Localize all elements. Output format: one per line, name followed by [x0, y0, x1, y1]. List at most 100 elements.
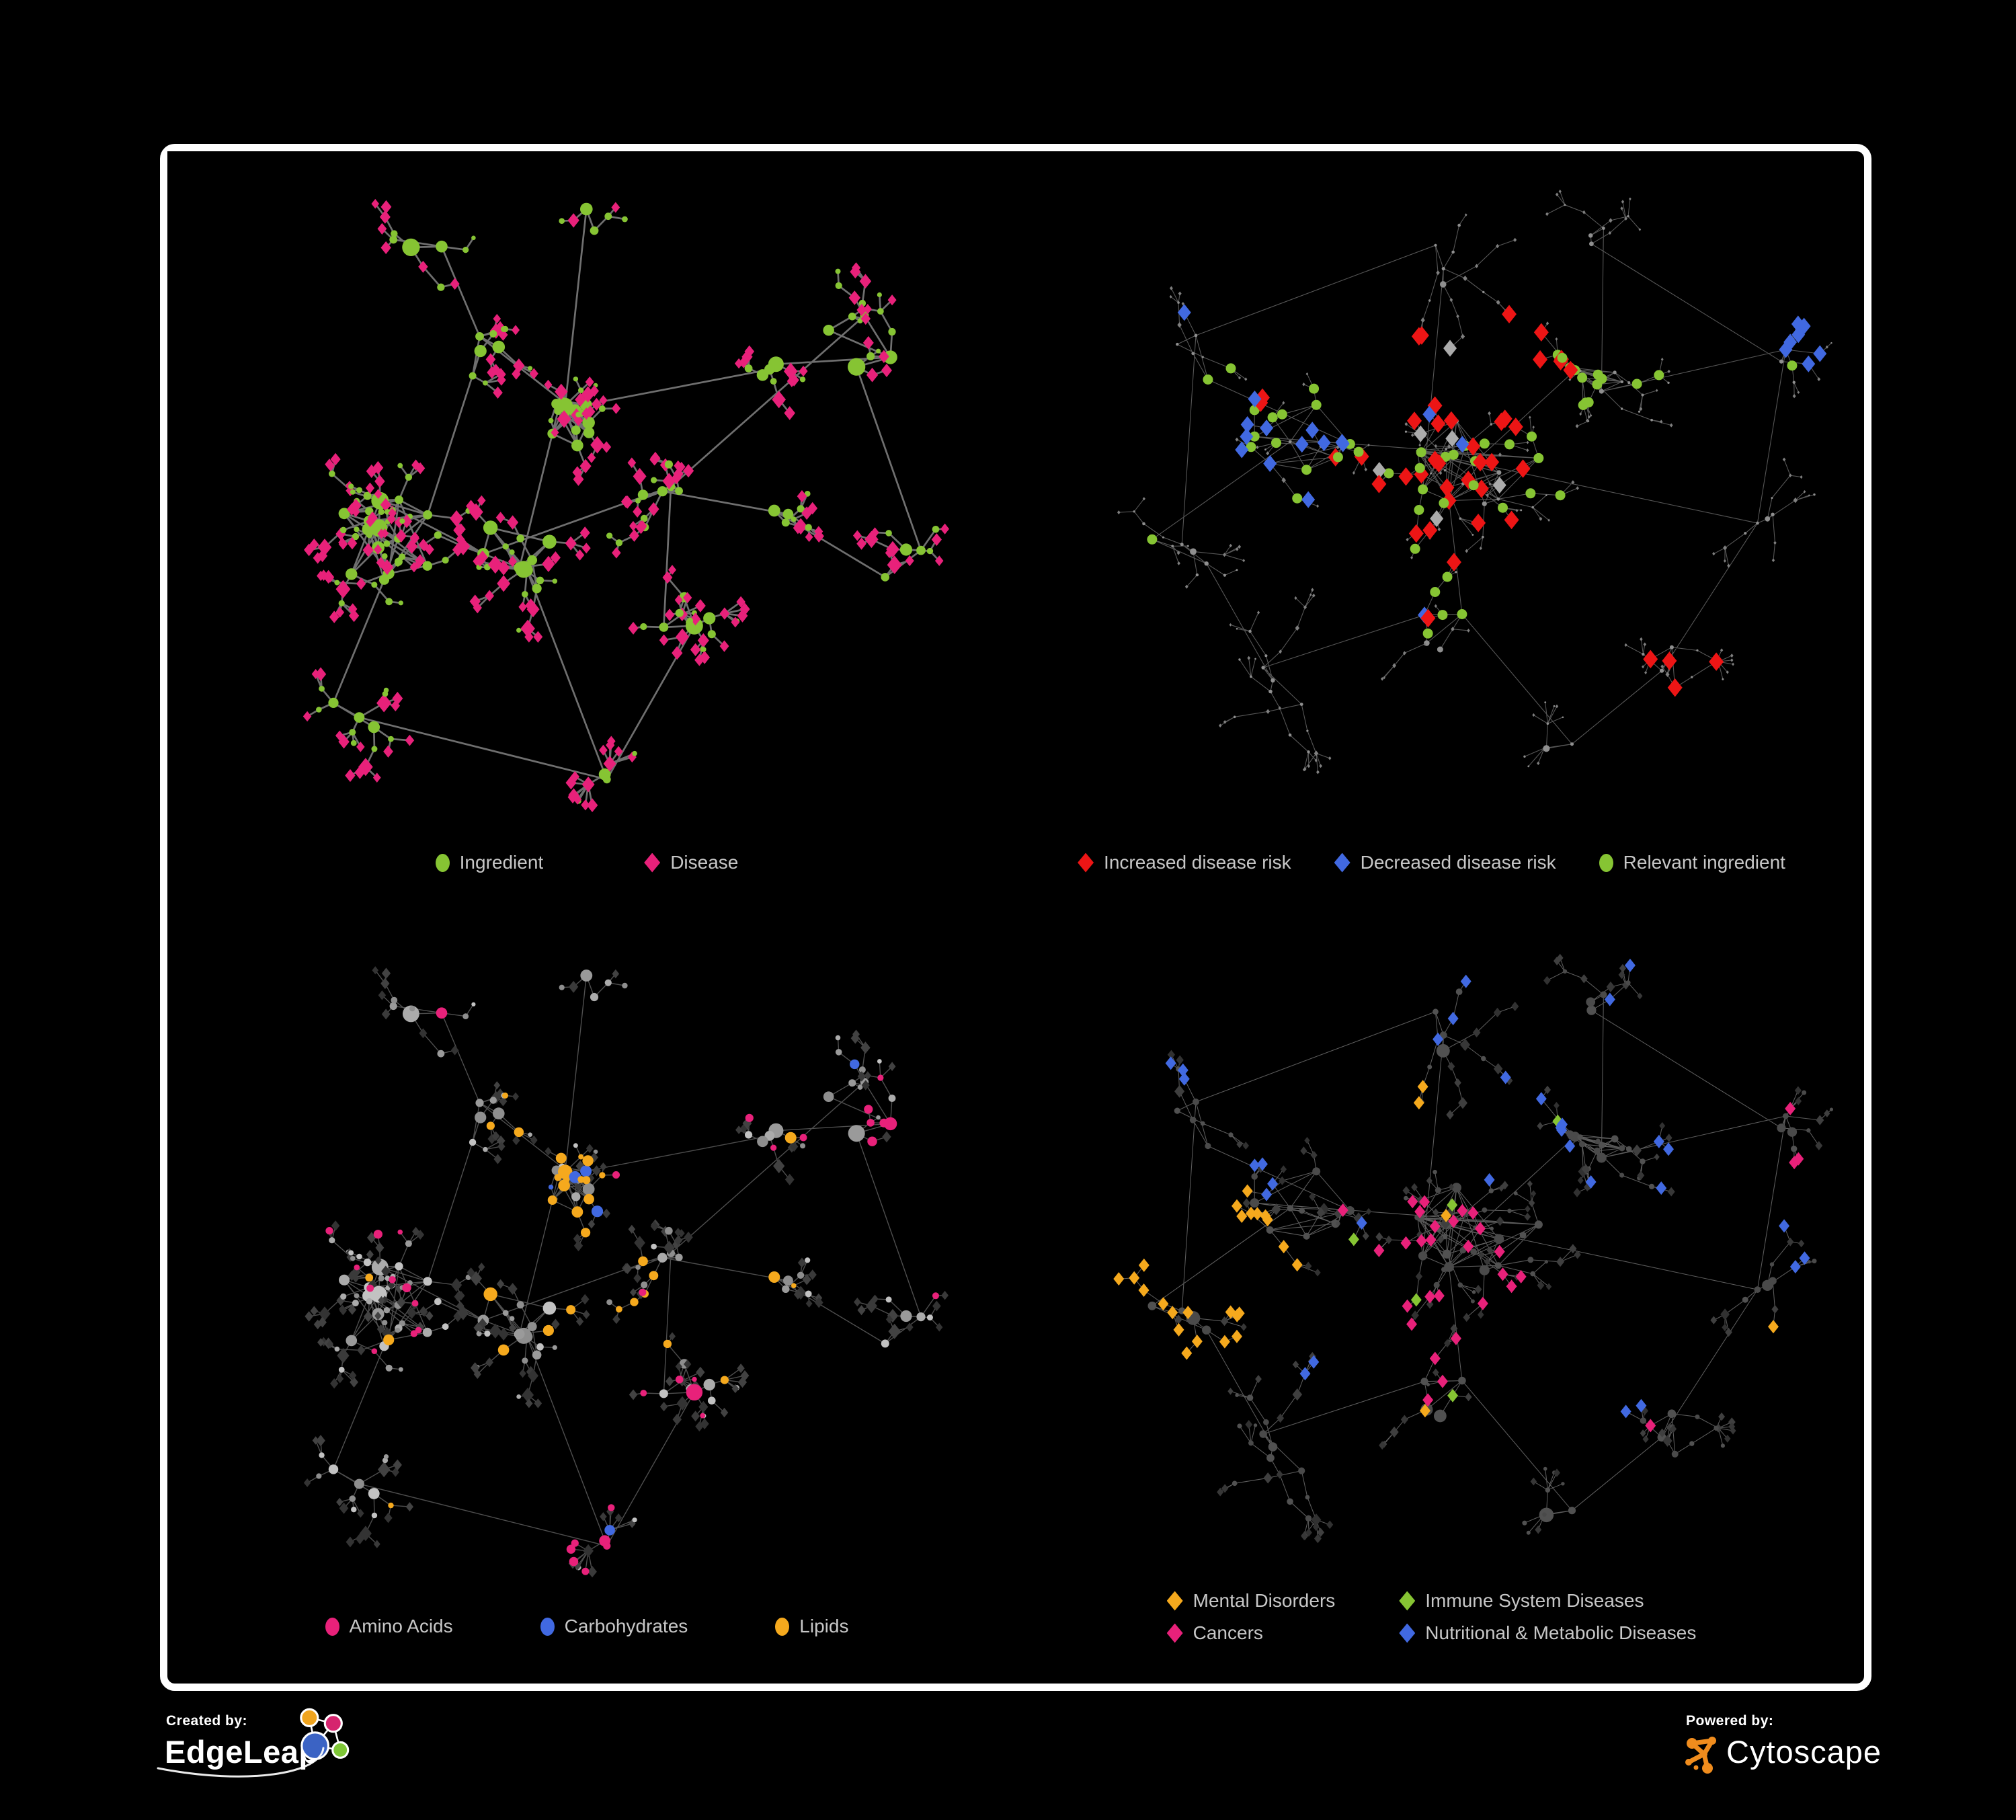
network-node — [1279, 1176, 1286, 1185]
network-node — [1174, 1314, 1182, 1324]
network-node — [879, 1118, 889, 1127]
network-node — [1267, 1177, 1279, 1191]
network-node — [1312, 1523, 1320, 1532]
network-node — [1138, 1283, 1150, 1297]
network-node — [1437, 1235, 1445, 1244]
network-node — [663, 1240, 675, 1255]
network-node — [1169, 294, 1172, 299]
edgeleap-wordmark: EdgeLeap — [165, 1734, 319, 1770]
network-node — [507, 515, 519, 530]
network-node — [492, 1107, 505, 1119]
network-node — [623, 1263, 633, 1274]
network-node — [395, 1262, 403, 1271]
network-node — [862, 335, 874, 350]
network-node — [1447, 444, 1451, 449]
network-node — [659, 1389, 668, 1398]
lipids-legend-marker-icon — [775, 1617, 790, 1636]
network-node — [1379, 1441, 1386, 1450]
network-node — [1496, 497, 1500, 501]
network-node — [391, 996, 398, 1004]
network-node — [600, 1162, 607, 1171]
network-node — [348, 1250, 354, 1256]
network-node — [398, 600, 403, 606]
network-node — [365, 1273, 374, 1282]
network-node — [573, 472, 584, 486]
network-node — [354, 526, 360, 532]
network-node — [1604, 992, 1615, 1006]
network-node — [422, 1327, 432, 1337]
network-node — [793, 1289, 803, 1300]
network-node — [888, 1062, 896, 1071]
network-node — [405, 539, 418, 554]
network-node — [757, 1136, 768, 1148]
network-node — [1638, 410, 1641, 413]
network-node — [1192, 1098, 1199, 1105]
network-node — [1418, 1251, 1428, 1261]
network-node — [352, 532, 360, 541]
network-node — [1449, 298, 1453, 303]
network-node — [1305, 422, 1320, 439]
network-node — [1442, 1234, 1448, 1240]
network-node — [599, 1172, 606, 1179]
network-node — [532, 1350, 542, 1360]
network-node — [931, 533, 942, 546]
network-node — [582, 1176, 591, 1185]
network-node — [703, 1378, 715, 1391]
network-node — [469, 594, 481, 608]
network-node — [600, 1512, 607, 1521]
network-node — [1531, 506, 1534, 509]
network-node — [571, 425, 581, 435]
network-node — [1490, 423, 1493, 426]
network-node — [1186, 545, 1189, 547]
network-node — [311, 669, 320, 679]
network-node — [338, 600, 345, 606]
network-node — [1173, 1322, 1184, 1337]
network-node — [1345, 1206, 1355, 1215]
network-node — [1250, 675, 1252, 678]
network-node — [808, 1269, 817, 1280]
network-node — [519, 1369, 526, 1378]
network-node — [1174, 1084, 1185, 1098]
network-node — [1445, 430, 1459, 447]
network-node — [1767, 1320, 1779, 1334]
network-node — [1314, 758, 1318, 762]
network-node — [885, 1296, 892, 1303]
network-node — [1337, 1203, 1348, 1217]
network-node — [876, 1115, 881, 1120]
network-node — [442, 557, 449, 564]
network-node — [1787, 1237, 1794, 1247]
network-node — [418, 539, 429, 551]
network-node — [1637, 992, 1643, 1000]
network-node — [1238, 658, 1241, 661]
network-node — [1457, 609, 1467, 619]
network-node — [575, 393, 586, 407]
network-node — [528, 1132, 532, 1137]
legend-label: Carbohydrates — [564, 1616, 688, 1636]
network-node — [1659, 668, 1664, 673]
legend-label: Lipids — [799, 1616, 849, 1636]
network-node — [352, 1300, 359, 1307]
network-node — [363, 1258, 372, 1267]
network-node — [1642, 665, 1644, 669]
network-node — [412, 1226, 420, 1236]
network-node — [1171, 545, 1174, 548]
legend-item: Carbohydrates — [540, 1616, 688, 1637]
network-node — [1555, 337, 1558, 341]
network-node — [339, 1304, 346, 1314]
network-node — [1545, 321, 1549, 325]
network-node — [592, 1165, 601, 1177]
network-node — [1582, 210, 1586, 214]
network-node — [1430, 414, 1446, 433]
network-node — [583, 1193, 594, 1205]
network-node — [477, 550, 488, 564]
network-node — [1232, 1480, 1238, 1487]
network-node — [1493, 1063, 1503, 1075]
network-node — [377, 1263, 384, 1270]
network-node — [1660, 358, 1664, 361]
network-node — [694, 654, 704, 666]
network-node — [701, 647, 707, 652]
network-node — [1533, 350, 1548, 369]
network-node — [1464, 213, 1467, 216]
network-node — [516, 1394, 522, 1399]
network-node — [1471, 534, 1474, 536]
